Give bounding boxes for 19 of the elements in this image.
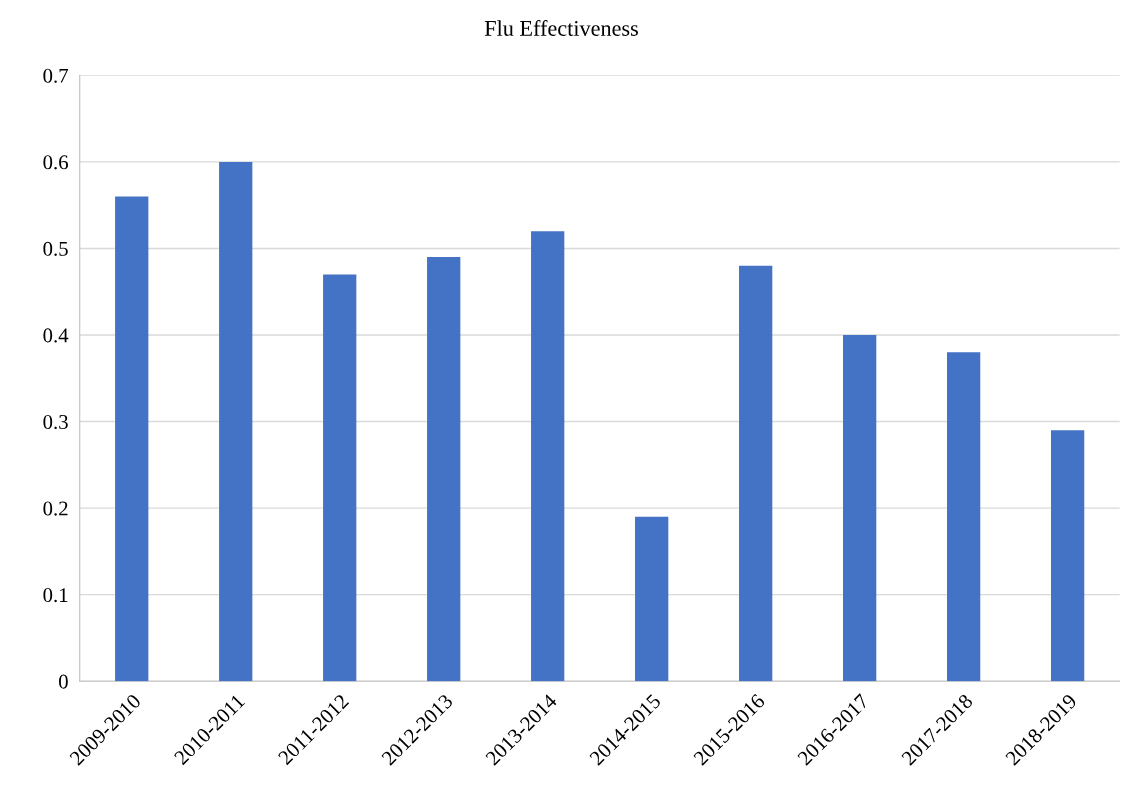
y-tick-label: 0.1: [43, 588, 68, 603]
y-tick-label: 0.2: [43, 501, 68, 516]
bar: [635, 516, 669, 682]
bar: [219, 161, 253, 682]
bar: [739, 265, 773, 682]
chart-title: Flu Effectiveness: [484, 20, 638, 36]
bar: [947, 352, 981, 682]
bar: [115, 196, 149, 682]
y-tick-label: 0.5: [43, 241, 68, 256]
y-tick-label: 0.4: [43, 328, 69, 343]
bar: [843, 334, 877, 682]
y-tick-label: 0.7: [43, 68, 69, 83]
bar: [531, 231, 565, 682]
bar: [1051, 430, 1085, 682]
y-tick-label: 0.3: [43, 414, 68, 430]
y-tick-label: 0.6: [43, 155, 68, 170]
y-tick-label: 0: [59, 674, 68, 689]
bar: [323, 274, 357, 682]
bar: [427, 257, 461, 682]
